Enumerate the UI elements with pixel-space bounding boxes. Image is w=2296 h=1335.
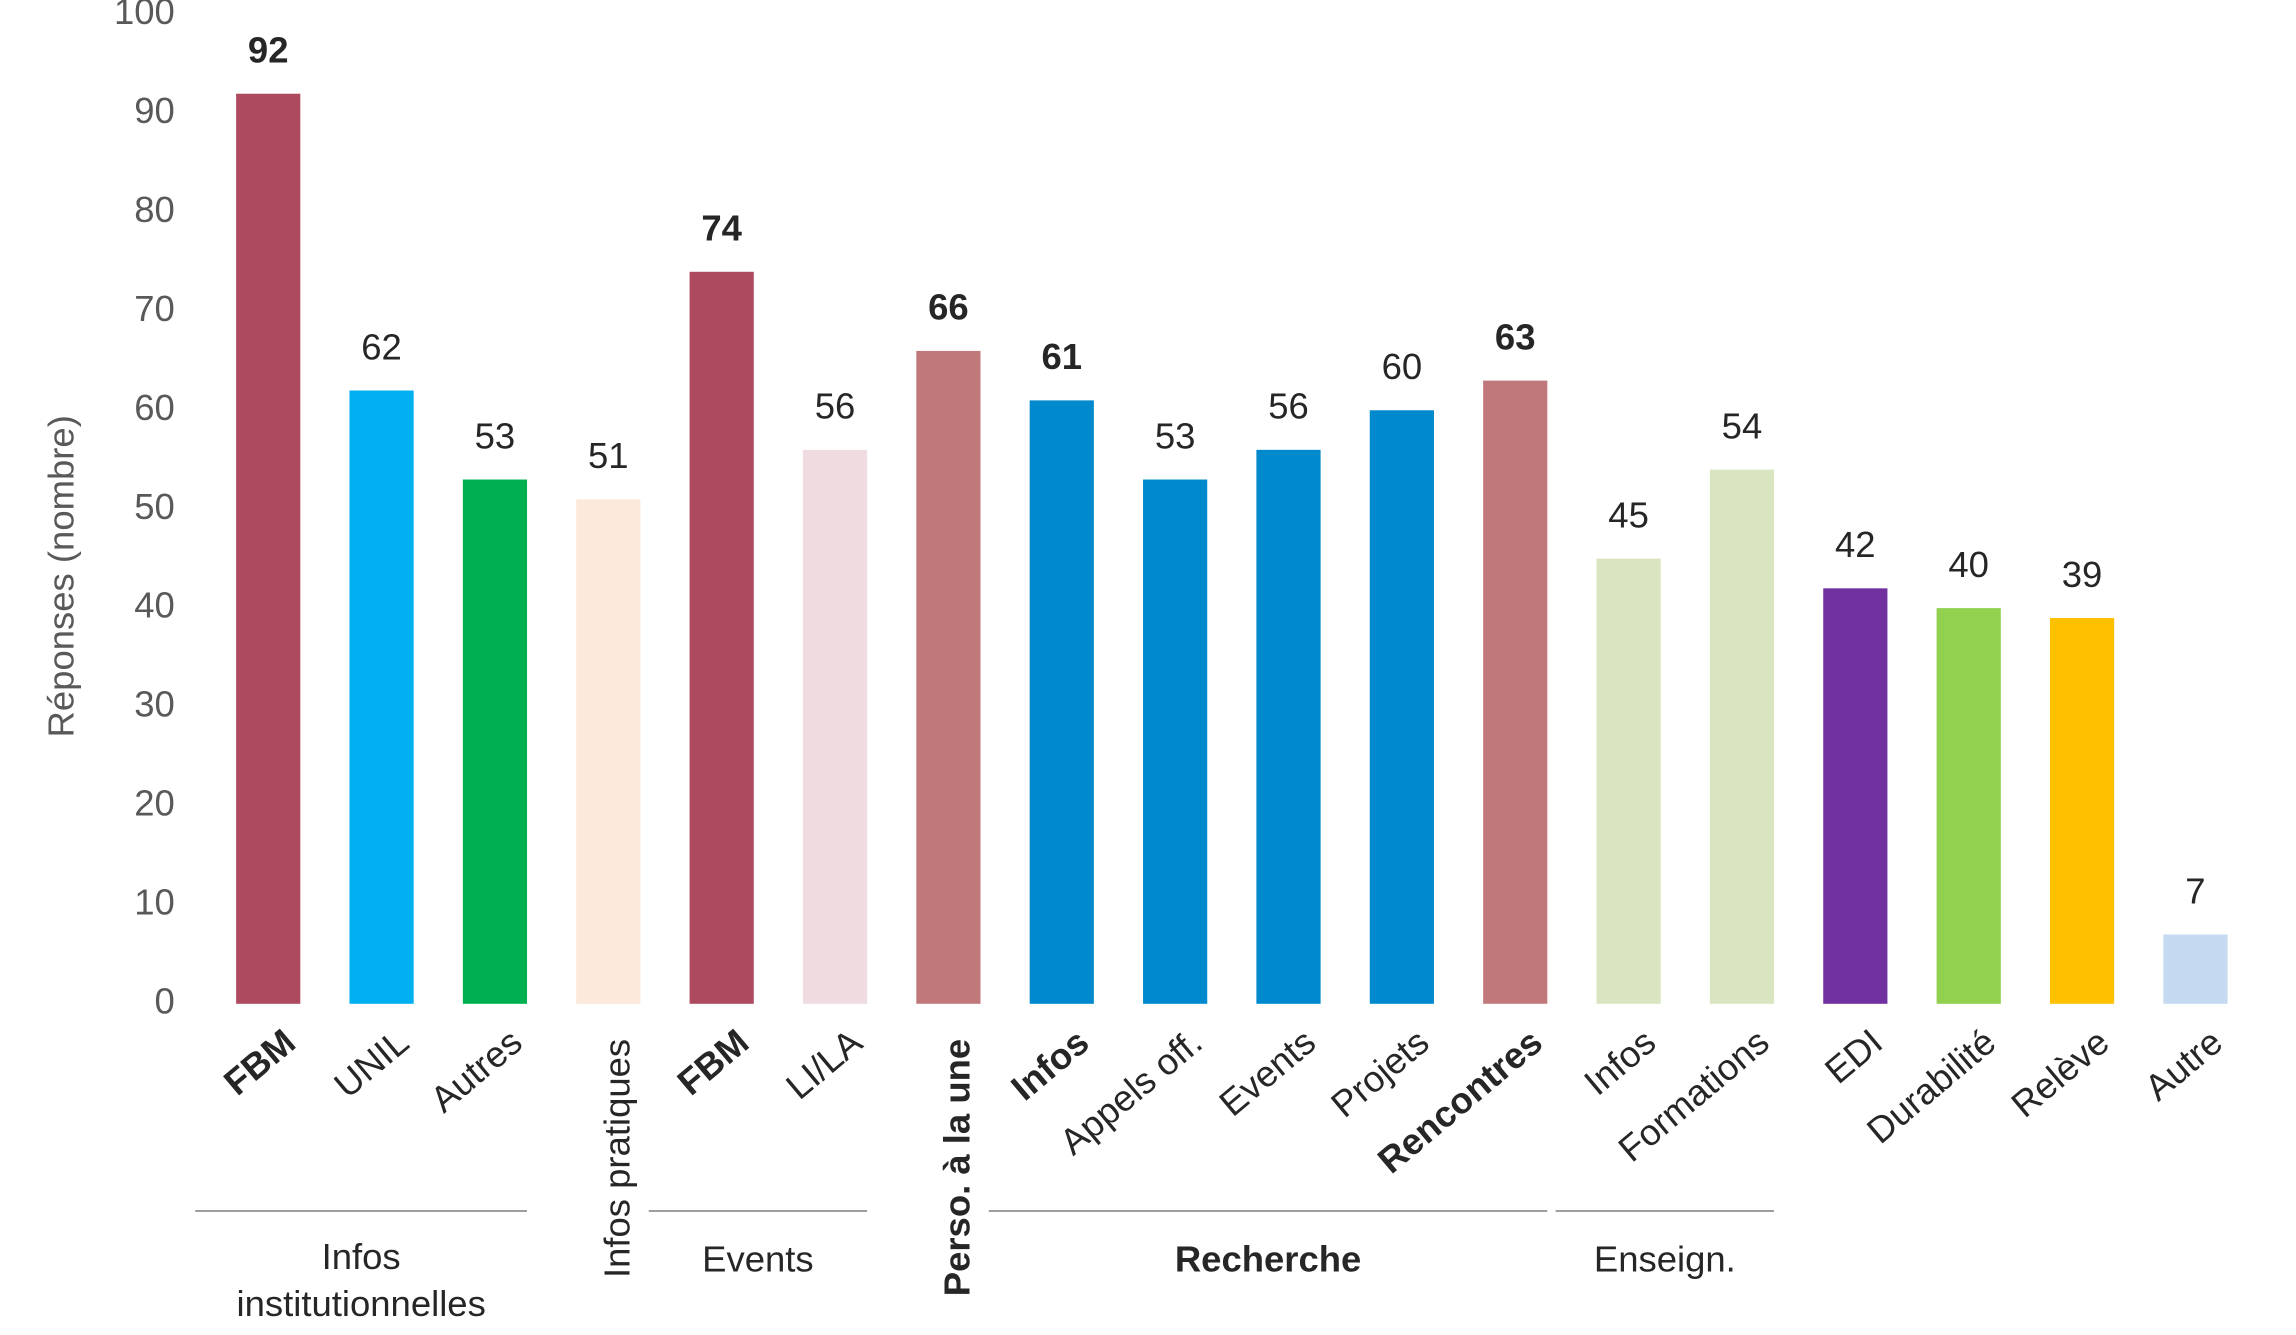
x-tick-label: EDI [1817, 1021, 1890, 1091]
value-label: 66 [928, 287, 969, 328]
x-tick-label: Infos [1003, 1021, 1096, 1108]
value-label: 92 [248, 30, 289, 71]
value-label: 51 [588, 435, 629, 476]
value-label: 42 [1835, 524, 1876, 565]
x-tick-label: Autres [423, 1021, 530, 1120]
value-label: 74 [701, 208, 742, 249]
bar [916, 350, 981, 1004]
bar [349, 390, 414, 1004]
bar [1029, 400, 1094, 1004]
y-axis-title: Réponses (nombre) [41, 415, 82, 737]
value-label: 45 [1608, 494, 1649, 535]
bar [462, 479, 528, 1004]
x-tick-label: FBM [216, 1021, 303, 1103]
x-tick-label: Infos [1576, 1021, 1663, 1103]
y-tick-label: 0 [155, 980, 175, 1021]
bar [576, 499, 641, 1004]
x-tick-label: Events [1211, 1021, 1323, 1124]
bar [1369, 410, 1434, 1004]
bar [1596, 558, 1661, 1004]
y-tick-label: 80 [134, 189, 175, 230]
x-tick-label: Infos pratiques [597, 1039, 638, 1278]
group-label: Infos institutionnelles [236, 1236, 485, 1324]
y-tick-label: 90 [134, 90, 175, 131]
value-label: 60 [1382, 346, 1423, 387]
y-tick-label: 30 [134, 684, 175, 725]
x-tick-label: UNIL [326, 1021, 416, 1106]
y-tick-label: 60 [134, 387, 175, 428]
group-label: Events [702, 1239, 814, 1280]
x-tick-label: Perso. à la une [937, 1039, 978, 1296]
bar [1143, 479, 1208, 1004]
bar [802, 449, 868, 1004]
value-label: 61 [1041, 336, 1082, 377]
y-tick-label: 70 [134, 288, 175, 329]
x-tick-label: LI/LA [778, 1020, 870, 1107]
value-label: 62 [361, 326, 402, 367]
value-label: 63 [1495, 316, 1536, 357]
value-label: 56 [815, 386, 856, 427]
value-label: 53 [1155, 415, 1196, 456]
x-tick-label: Autre [2137, 1021, 2230, 1108]
y-tick-label: 20 [134, 783, 175, 824]
bar [236, 93, 301, 1004]
bar [2163, 934, 2228, 1004]
bar [2049, 618, 2115, 1004]
value-label: 39 [2062, 554, 2103, 595]
x-tick-label: Relève [2003, 1021, 2116, 1125]
value-label: 53 [475, 415, 516, 456]
y-tick-label: 50 [134, 486, 175, 527]
group-label: Enseign. [1594, 1239, 1736, 1280]
bar [689, 271, 754, 1004]
bar [1709, 469, 1775, 1004]
bar [1823, 588, 1888, 1004]
bar [1483, 380, 1548, 1004]
value-label: 40 [1948, 544, 1989, 585]
value-label: 7 [2185, 870, 2205, 911]
y-tick-label: 10 [134, 882, 175, 923]
bar [1256, 449, 1321, 1004]
group-label: Recherche [1175, 1239, 1362, 1280]
y-tick-label: 100 [114, 0, 175, 32]
value-label: 54 [1722, 405, 1763, 446]
bar [1936, 608, 2001, 1004]
y-tick-label: 40 [134, 585, 175, 626]
x-tick-label: FBM [669, 1021, 756, 1103]
value-label: 56 [1268, 386, 1309, 427]
